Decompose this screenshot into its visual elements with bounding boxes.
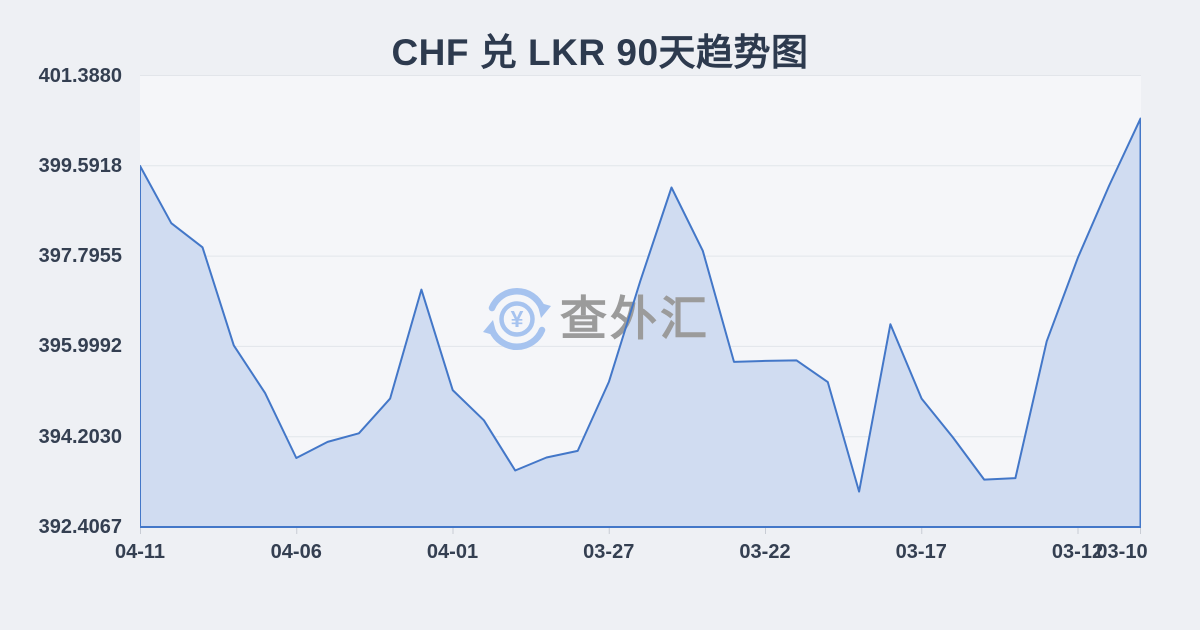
x-axis-tick-label: 03-17 (895, 541, 947, 563)
chart-title: CHF 兑 LKR 90天趋势图 (391, 32, 809, 73)
y-axis-tick-label: 392.4067 (38, 516, 122, 538)
x-axis-tick-label: 03-10 (1096, 541, 1148, 563)
y-axis-tick-label: 399.5918 (38, 154, 122, 177)
x-axis-tick-label: 04-01 (426, 541, 479, 563)
y-axis-tick-label: 394.2030 (38, 425, 122, 448)
trend-line (140, 117, 1141, 528)
y-axis-tick-label: 401.3880 (38, 64, 122, 87)
x-axis-labels: 04-11 04-06 04-01 03-27 03-22 03-17 03-12 03-10 (115, 540, 1150, 570)
watermark: ¥ 查外汇 (483, 288, 707, 350)
y-axis-tick-label: 397.7955 (38, 245, 122, 268)
x-axis-tick-label: 03-27 (583, 541, 635, 563)
area-fill (140, 118, 1141, 527)
x-axis-tick-label: 03-12 (1051, 541, 1104, 563)
y-axis-tick-label: 395.9992 (38, 335, 122, 358)
x-axis-tick-label: 03-22 (739, 541, 791, 563)
x-axis-tick-label: 04-11 (114, 541, 166, 563)
currency-exchange-refresh-icon: ¥ (483, 288, 551, 350)
x-axis-tick-label: 04-06 (270, 541, 322, 563)
yen-symbol: ¥ (511, 306, 524, 332)
trend-area-chart: ¥ 查外汇 (140, 75, 1141, 534)
y-axis-labels: 401.3880 399.5918 397.7955 395.9992 394.2030… (0, 0, 124, 630)
